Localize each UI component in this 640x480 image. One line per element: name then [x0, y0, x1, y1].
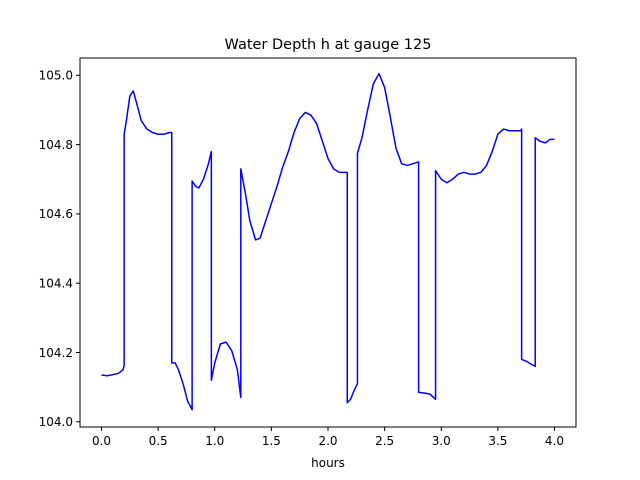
x-tick-label: 2.5: [375, 434, 394, 448]
plot-area: [101, 72, 555, 411]
x-axis-title: hours: [311, 456, 345, 470]
y-axis: 104.0 104.2 104.4 104.6 104.8 105.0: [39, 69, 80, 429]
series-line-0: [101, 72, 555, 411]
x-tick-label: 3.5: [488, 434, 507, 448]
y-tick-label: 104.2: [39, 346, 73, 360]
x-tick-label: 1.0: [205, 434, 224, 448]
y-tick-label: 105.0: [39, 69, 73, 83]
y-tick-label: 104.0: [39, 415, 73, 429]
x-tick-label: 3.0: [432, 434, 451, 448]
x-tick-label: 1.5: [262, 434, 281, 448]
y-tick-label: 104.8: [39, 138, 73, 152]
y-tick-label: 104.4: [39, 277, 73, 291]
x-axis: 0.0 0.5 1.0 1.5 2.0 2.5 3.0 3.5 4.0: [92, 427, 564, 448]
x-tick-label: 4.0: [545, 434, 564, 448]
x-tick-label: 0.5: [149, 434, 168, 448]
x-tick-label: 0.0: [92, 434, 111, 448]
x-tick-label: 2.0: [318, 434, 337, 448]
chart-title: Water Depth h at gauge 125: [225, 37, 432, 53]
y-tick-label: 104.6: [39, 207, 73, 221]
